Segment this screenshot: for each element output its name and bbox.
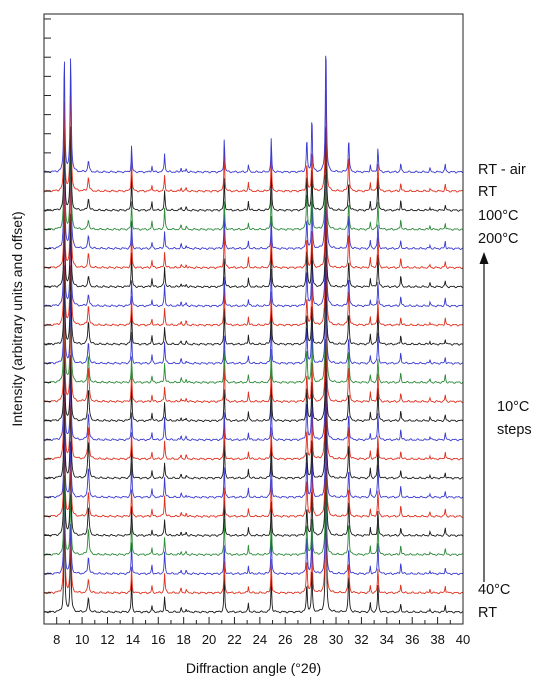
x-tick-label: 24	[253, 632, 267, 647]
pattern-trace-3	[43, 482, 464, 576]
plot-frame	[43, 13, 464, 625]
y-axis-ticks	[44, 18, 51, 613]
x-tick-label: 28	[303, 632, 317, 647]
label-rt-air: RT - air	[478, 162, 526, 178]
pattern-trace-14	[43, 270, 464, 365]
x-tick-label: 34	[380, 632, 394, 647]
x-tick-label: 38	[430, 632, 444, 647]
pattern-trace-22	[43, 126, 464, 212]
x-tick-label: 32	[354, 632, 368, 647]
pattern-trace-10	[43, 338, 464, 442]
x-tick-label: 22	[227, 632, 241, 647]
pattern-trace-24	[43, 55, 464, 174]
x-tick-label: 10	[75, 632, 89, 647]
x-axis: 8 10 12 14 16 18 20 22 24 26 28 30 32 34 36 38 40	[53, 617, 470, 647]
arrow-head	[479, 252, 489, 264]
x-tick-label: 8	[53, 632, 60, 647]
y-axis-title: Intensity (arbitrary units and offset)	[9, 211, 25, 426]
x-axis-title: Diffraction angle (°2θ)	[186, 660, 321, 676]
pattern-traces	[43, 55, 464, 614]
label-100c: 100°C	[478, 208, 518, 224]
x-tick-label: 16	[151, 632, 165, 647]
x-tick-label: 14	[126, 632, 140, 647]
pattern-trace-12	[43, 297, 464, 404]
pattern-trace-16	[43, 212, 464, 327]
label-steps: steps	[497, 422, 532, 438]
pattern-trace-21	[43, 125, 464, 231]
pattern-trace-6	[43, 408, 464, 518]
pattern-trace-5	[43, 421, 464, 537]
pattern-trace-8	[43, 381, 464, 480]
pattern-trace-7	[43, 414, 464, 499]
label-40c: 40°C	[478, 582, 510, 598]
pattern-trace-13	[43, 267, 464, 384]
temperature-arrow	[479, 252, 489, 582]
pattern-trace-18	[43, 202, 464, 289]
pattern-trace-17	[43, 196, 464, 308]
label-rt-bottom: RT	[478, 605, 497, 621]
pattern-trace-4	[43, 467, 464, 557]
pattern-trace-2	[43, 477, 464, 595]
pattern-trace-15	[43, 257, 464, 346]
x-tick-label: 26	[278, 632, 292, 647]
pattern-trace-11	[43, 338, 464, 423]
x-tick-label: 20	[202, 632, 216, 647]
pattern-trace-19	[43, 173, 464, 270]
x-tick-label: 12	[100, 632, 114, 647]
x-tick-label: 36	[405, 632, 419, 647]
x-tick-label: 30	[329, 632, 343, 647]
label-10c: 10°C	[497, 399, 529, 415]
x-tick-label: 18	[176, 632, 190, 647]
label-rt-top: RT	[478, 184, 497, 200]
pattern-trace-23	[43, 79, 464, 193]
label-200c: 200°C	[478, 231, 518, 247]
x-tick-label: 40	[456, 632, 470, 647]
pattern-trace-1	[43, 505, 464, 614]
pattern-trace-9	[43, 341, 464, 461]
pattern-trace-20	[43, 131, 464, 250]
